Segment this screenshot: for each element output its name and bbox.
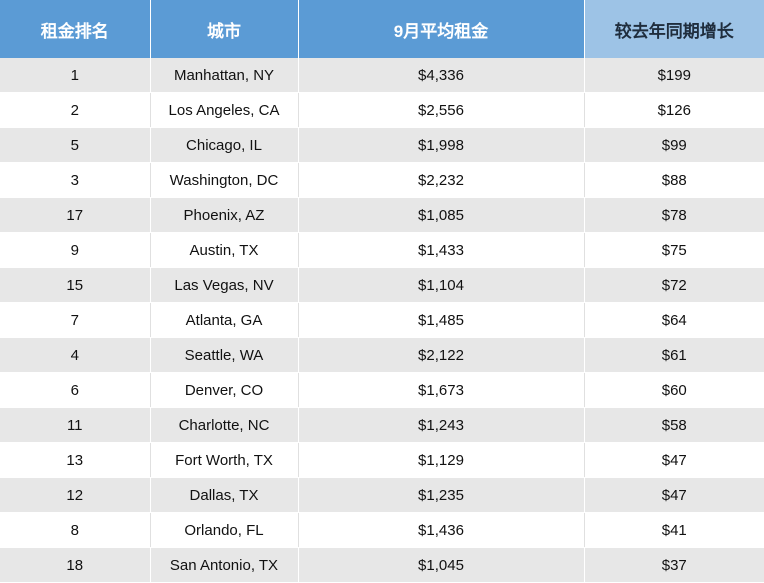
cell-avg-rent: $1,045 xyxy=(298,547,585,583)
cell-city: San Antonio, TX xyxy=(150,547,299,583)
table-row: 18 San Antonio, TX $1,045 $37 xyxy=(0,547,764,583)
cell-yoy-increase: $75 xyxy=(584,232,764,268)
header-avg-rent: 9月平均租金 xyxy=(298,0,585,58)
cell-yoy-increase: $88 xyxy=(584,162,764,198)
cell-city: Austin, TX xyxy=(150,232,299,268)
cell-rank: 2 xyxy=(0,92,151,128)
cell-yoy-increase: $60 xyxy=(584,372,764,408)
table-row: 3 Washington, DC $2,232 $88 xyxy=(0,162,764,198)
cell-yoy-increase: $99 xyxy=(584,127,764,163)
cell-avg-rent: $1,129 xyxy=(298,442,585,478)
cell-city: Charlotte, NC xyxy=(150,407,299,443)
cell-city: Chicago, IL xyxy=(150,127,299,163)
table-body: 1 Manhattan, NY $4,336 $199 2 Los Angeles, CA… xyxy=(0,58,764,583)
cell-city: Orlando, FL xyxy=(150,512,299,548)
cell-city: Phoenix, AZ xyxy=(150,197,299,233)
cell-rank: 3 xyxy=(0,162,151,198)
table-row: 1 Manhattan, NY $4,336 $199 xyxy=(0,58,764,93)
header-yoy-increase: 较去年同期增长 xyxy=(584,0,764,58)
cell-avg-rent: $1,104 xyxy=(298,267,585,303)
cell-rank: 15 xyxy=(0,267,151,303)
cell-rank: 11 xyxy=(0,407,151,443)
cell-yoy-increase: $72 xyxy=(584,267,764,303)
cell-avg-rent: $2,122 xyxy=(298,337,585,373)
cell-city: Fort Worth, TX xyxy=(150,442,299,478)
cell-city: Dallas, TX xyxy=(150,477,299,513)
cell-rank: 17 xyxy=(0,197,151,233)
cell-rank: 6 xyxy=(0,372,151,408)
cell-yoy-increase: $47 xyxy=(584,477,764,513)
header-row: 租金排名 城市 9月平均租金 较去年同期增长 xyxy=(0,0,764,58)
cell-city: Seattle, WA xyxy=(150,337,299,373)
cell-yoy-increase: $64 xyxy=(584,302,764,338)
cell-rank: 8 xyxy=(0,512,151,548)
cell-avg-rent: $1,085 xyxy=(298,197,585,233)
cell-rank: 7 xyxy=(0,302,151,338)
cell-avg-rent: $1,436 xyxy=(298,512,585,548)
cell-rank: 4 xyxy=(0,337,151,373)
table-row: 6 Denver, CO $1,673 $60 xyxy=(0,372,764,408)
cell-avg-rent: $1,485 xyxy=(298,302,585,338)
cell-yoy-increase: $126 xyxy=(584,92,764,128)
cell-avg-rent: $2,232 xyxy=(298,162,585,198)
header-rank: 租金排名 xyxy=(0,0,151,58)
cell-city: Atlanta, GA xyxy=(150,302,299,338)
cell-city: Manhattan, NY xyxy=(150,58,299,93)
cell-city: Los Angeles, CA xyxy=(150,92,299,128)
cell-yoy-increase: $37 xyxy=(584,547,764,583)
cell-avg-rent: $4,336 xyxy=(298,58,585,93)
cell-avg-rent: $1,673 xyxy=(298,372,585,408)
cell-yoy-increase: $41 xyxy=(584,512,764,548)
table-row: 8 Orlando, FL $1,436 $41 xyxy=(0,512,764,548)
cell-rank: 9 xyxy=(0,232,151,268)
cell-rank: 18 xyxy=(0,547,151,583)
cell-avg-rent: $1,433 xyxy=(298,232,585,268)
table-row: 13 Fort Worth, TX $1,129 $47 xyxy=(0,442,764,478)
cell-avg-rent: $2,556 xyxy=(298,92,585,128)
cell-city: Denver, CO xyxy=(150,372,299,408)
cell-city: Washington, DC xyxy=(150,162,299,198)
table-row: 5 Chicago, IL $1,998 $99 xyxy=(0,127,764,163)
table-row: 2 Los Angeles, CA $2,556 $126 xyxy=(0,92,764,128)
cell-yoy-increase: $58 xyxy=(584,407,764,443)
table-row: 12 Dallas, TX $1,235 $47 xyxy=(0,477,764,513)
table-row: 4 Seattle, WA $2,122 $61 xyxy=(0,337,764,373)
cell-yoy-increase: $61 xyxy=(584,337,764,373)
table-row: 11 Charlotte, NC $1,243 $58 xyxy=(0,407,764,443)
cell-city: Las Vegas, NV xyxy=(150,267,299,303)
cell-rank: 12 xyxy=(0,477,151,513)
table-row: 7 Atlanta, GA $1,485 $64 xyxy=(0,302,764,338)
table-header: 租金排名 城市 9月平均租金 较去年同期增长 xyxy=(0,0,764,58)
cell-avg-rent: $1,235 xyxy=(298,477,585,513)
header-city: 城市 xyxy=(150,0,299,58)
cell-avg-rent: $1,243 xyxy=(298,407,585,443)
table-row: 17 Phoenix, AZ $1,085 $78 xyxy=(0,197,764,233)
cell-avg-rent: $1,998 xyxy=(298,127,585,163)
cell-yoy-increase: $78 xyxy=(584,197,764,233)
table-row: 9 Austin, TX $1,433 $75 xyxy=(0,232,764,268)
cell-rank: 13 xyxy=(0,442,151,478)
table-row: 15 Las Vegas, NV $1,104 $72 xyxy=(0,267,764,303)
cell-yoy-increase: $47 xyxy=(584,442,764,478)
cell-rank: 5 xyxy=(0,127,151,163)
cell-yoy-increase: $199 xyxy=(584,58,764,93)
cell-rank: 1 xyxy=(0,58,151,93)
